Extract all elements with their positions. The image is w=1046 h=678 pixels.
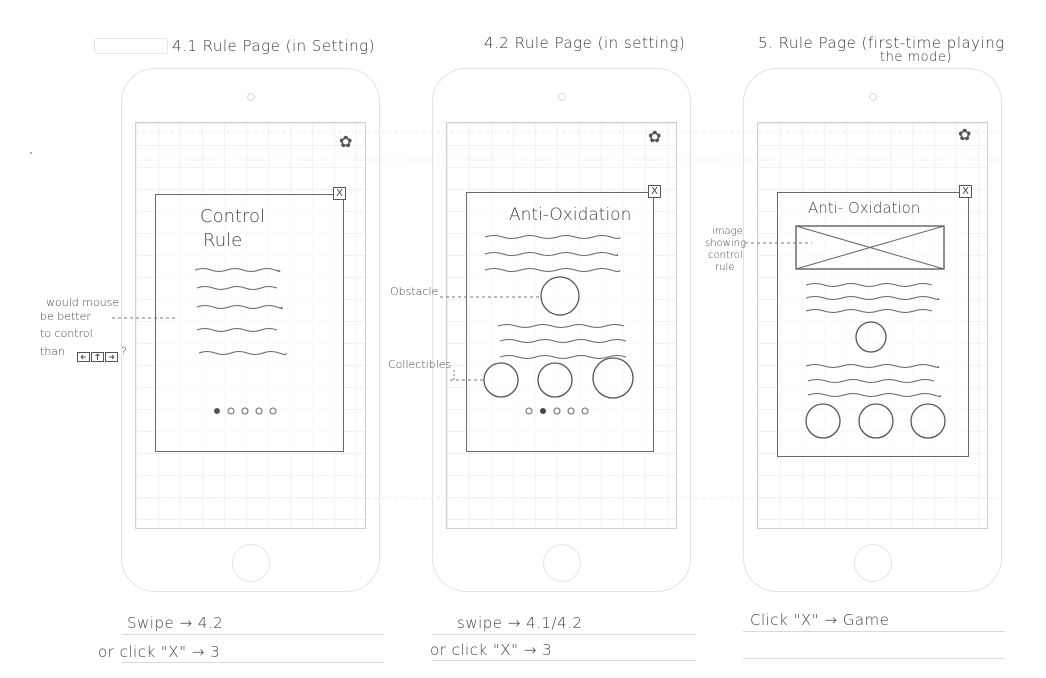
watermark-stamp (94, 38, 168, 54)
card-title-anti-oxidation: Anti- Oxidation (808, 199, 921, 217)
phone-home-button-3[interactable] (854, 544, 892, 582)
phone-frame-2 (432, 68, 691, 592)
annotation-mouse-4: than (40, 345, 65, 358)
settings-gear-icon[interactable]: ✿ (339, 132, 353, 151)
title-rule-page-5: 5. Rule Page (first-time playing (758, 34, 1005, 52)
annotation-mouse-1: would mouse (46, 296, 120, 309)
close-icon[interactable]: X (959, 185, 972, 198)
annotation-mouse-3: to control (40, 327, 93, 340)
annotation-image-3: control (708, 250, 743, 261)
phone-speaker-3 (869, 93, 877, 101)
settings-gear-icon[interactable]: ✿ (958, 125, 972, 144)
phone-home-button-2[interactable] (543, 544, 581, 582)
card-title-control: Control (200, 206, 266, 227)
annotation-collectibles: Collectibles (388, 358, 452, 371)
annotation-image-2: showing (705, 238, 746, 249)
annotation-mouse-question: ? (121, 345, 127, 358)
nav-note-2-line2: or click "X" → 3 (430, 641, 553, 659)
nav-note-2-line1: swipe → 4.1/4.2 (457, 614, 583, 632)
title-rule-page-4-1: 4.1 Rule Page (in Setting) (172, 37, 375, 55)
phone-speaker-2 (558, 93, 566, 101)
phone-speaker-1 (247, 93, 255, 101)
pencil-speck (30, 152, 32, 154)
nav-underline-3b (743, 658, 1005, 659)
annotation-mouse-2: be better (40, 310, 91, 323)
nav-note-1-line1: Swipe → 4.2 (127, 614, 224, 632)
settings-gear-icon[interactable]: ✿ (648, 127, 662, 146)
card-title-rule: Rule (203, 230, 243, 251)
nav-underline-3a (743, 631, 1005, 632)
close-icon[interactable]: X (648, 185, 661, 198)
annotation-obstacle: Obstacle (390, 285, 439, 298)
card-title-anti-oxidation: Anti-Oxidation (509, 205, 632, 225)
arrow-keys-icon (77, 348, 119, 367)
title-rule-page-5-cont: the mode) (880, 50, 952, 65)
rule-card-1 (155, 194, 344, 452)
annotation-image-1: image (712, 226, 743, 237)
phone-home-button-1[interactable] (232, 544, 270, 582)
nav-underline-1a (122, 634, 384, 635)
nav-underline-2a (432, 634, 696, 635)
nav-underline-1b (122, 662, 384, 663)
nav-note-3-line1: Click "X" → Game (750, 611, 890, 629)
nav-note-1-line2: or click "X" → 3 (98, 643, 221, 661)
phone-frame-3 (743, 68, 1002, 592)
annotation-image-4: rule (715, 262, 735, 273)
nav-underline-2b (432, 660, 696, 661)
phone-frame-1 (121, 68, 380, 592)
close-icon[interactable]: X (333, 187, 346, 200)
title-rule-page-4-2: 4.2 Rule Page (in setting) (484, 34, 686, 52)
rule-card-3 (777, 192, 969, 457)
